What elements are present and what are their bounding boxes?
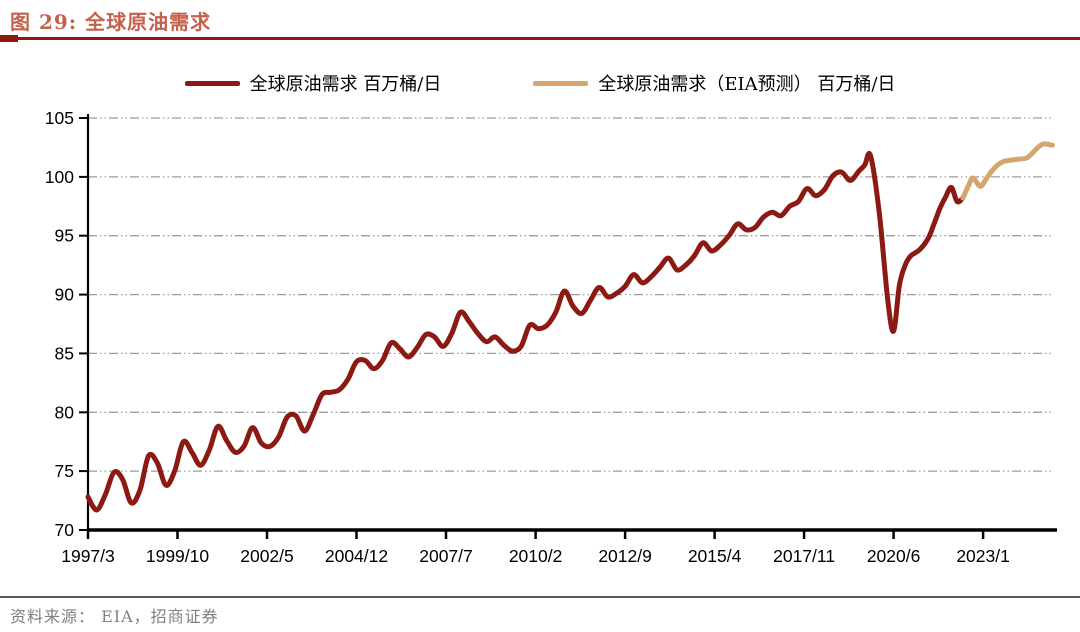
x-tick-label: 2012/9 <box>598 546 652 566</box>
legend-swatch-forecast <box>533 80 589 86</box>
x-tick-label: 2017/11 <box>773 546 835 566</box>
chart-tick-labels: 70 75 80 85 90 95 100 105 1997/3 1999/10 2002/5 200… <box>45 108 1010 566</box>
y-tick-label: 70 <box>55 520 75 540</box>
y-tick-label: 100 <box>45 167 74 187</box>
figure-title: 图 29: 全球原油需求 <box>10 10 212 34</box>
x-tick-label: 1999/10 <box>146 546 210 566</box>
y-tick-label: 105 <box>45 108 74 128</box>
legend-swatch-actual <box>184 80 240 86</box>
y-tick-label: 85 <box>55 343 74 363</box>
y-tick-label: 75 <box>55 461 74 481</box>
series-forecast-line <box>960 141 1055 201</box>
chart-gridlines <box>88 117 1053 472</box>
x-tick-label: 2015/4 <box>688 546 742 566</box>
x-tick-label: 2007/7 <box>419 546 473 566</box>
title-underline <box>0 37 1080 40</box>
chart-legend: 全球原油需求 百万桶/日 全球原油需求（EIA预测） 百万桶/日 <box>0 70 1080 96</box>
y-tick-label: 80 <box>55 402 75 422</box>
chart-axes <box>79 114 1057 539</box>
x-tick-label: 2023/1 <box>956 546 1010 566</box>
x-tick-label: 2002/5 <box>240 546 294 566</box>
x-tick-label: 1997/3 <box>61 546 115 566</box>
x-tick-label: 2020/6 <box>867 546 921 566</box>
legend-item-actual: 全球原油需求 百万桶/日 <box>184 70 442 96</box>
y-tick-label: 90 <box>55 285 75 305</box>
legend-label-actual: 全球原油需求 百万桶/日 <box>249 74 442 95</box>
x-tick-label: 2010/2 <box>509 546 563 566</box>
y-tick-label: 95 <box>55 226 74 246</box>
title-underline-accent <box>0 35 18 42</box>
source-note: 资料来源： EIA，招商证券 <box>10 607 219 626</box>
legend-label-forecast: 全球原油需求（EIA预测） 百万桶/日 <box>598 74 896 95</box>
legend-item-forecast: 全球原油需求（EIA预测） 百万桶/日 <box>533 70 895 96</box>
chart-series <box>85 141 1055 513</box>
x-tick-label: 2004/12 <box>325 546 388 566</box>
series-actual-line <box>85 150 966 513</box>
footer-divider <box>0 596 1080 598</box>
